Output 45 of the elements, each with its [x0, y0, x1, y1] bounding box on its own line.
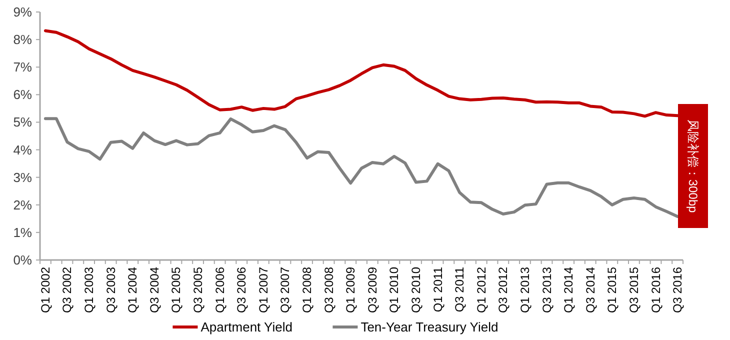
x-tick-label: Q3 2003 [104, 266, 118, 314]
y-tick-label: 4% [13, 142, 32, 158]
y-tick-label: 2% [13, 197, 32, 212]
x-tick-label: Q3 2011 [452, 266, 467, 312]
x-tick-label: Q3 2008 [322, 266, 336, 314]
x-tick-label: Q1 2002 [38, 266, 52, 314]
y-tick-label: 0% [13, 252, 32, 268]
x-tick-label: Q1 2010 [387, 266, 402, 314]
x-tick-label: Q1 2004 [126, 266, 140, 314]
x-tick-label: Q3 2002 [60, 266, 74, 314]
y-tick-label: 1% [13, 224, 32, 240]
x-tick-label: Q1 2016 [648, 266, 663, 314]
y-tick-label: 3% [13, 170, 32, 185]
x-tick-label: Q1 2006 [212, 266, 227, 314]
x-tick-label: Q1 2015 [605, 266, 620, 314]
x-tick-label: Q1 2008 [300, 266, 314, 314]
x-tick-label: Q1 2007 [256, 266, 270, 314]
x-tick-label: Q3 2013 [540, 266, 554, 314]
line-series [44, 117, 680, 218]
x-tick-label: Q3 2004 [147, 266, 162, 314]
x-tick-label: Q1 2014 [562, 266, 576, 314]
x-tick-label: Q1 2013 [518, 266, 532, 314]
legend-label: Apartment Yield [200, 320, 292, 334]
x-tick-label: Q3 2016 [670, 266, 685, 314]
x-tick-label: Q3 2012 [496, 266, 510, 314]
x-tick-label: Q3 2007 [278, 266, 292, 314]
x-tick-label: Q3 2006 [234, 266, 249, 314]
x-tick-label: Q1 2009 [344, 266, 358, 314]
x-tick-label: Q3 2010 [408, 266, 423, 314]
y-tick-label: 6% [13, 87, 32, 102]
x-tick-label: Q3 2014 [583, 266, 598, 314]
line-series [44, 29, 680, 118]
x-tick-label: Q3 2009 [365, 266, 380, 314]
x-tick-label: Q1 2012 [474, 266, 488, 314]
annotation: 风险补偿：300bp [678, 104, 708, 228]
x-tick-label: Q1 2005 [169, 266, 184, 314]
y-tick-label: 7% [13, 60, 32, 75]
legend-label: Ten-Year Treasury Yield [360, 320, 498, 334]
x-tick-label: Q1 2003 [82, 266, 96, 314]
x-tick-label: Q3 2015 [626, 266, 641, 314]
y-tick-label: 9% [13, 4, 32, 20]
y-tick-label: 5% [13, 114, 32, 130]
y-tick-label: 8% [13, 32, 32, 48]
x-tick-label: Q3 2005 [191, 266, 206, 314]
x-tick-label: Q1 2011 [430, 266, 445, 312]
